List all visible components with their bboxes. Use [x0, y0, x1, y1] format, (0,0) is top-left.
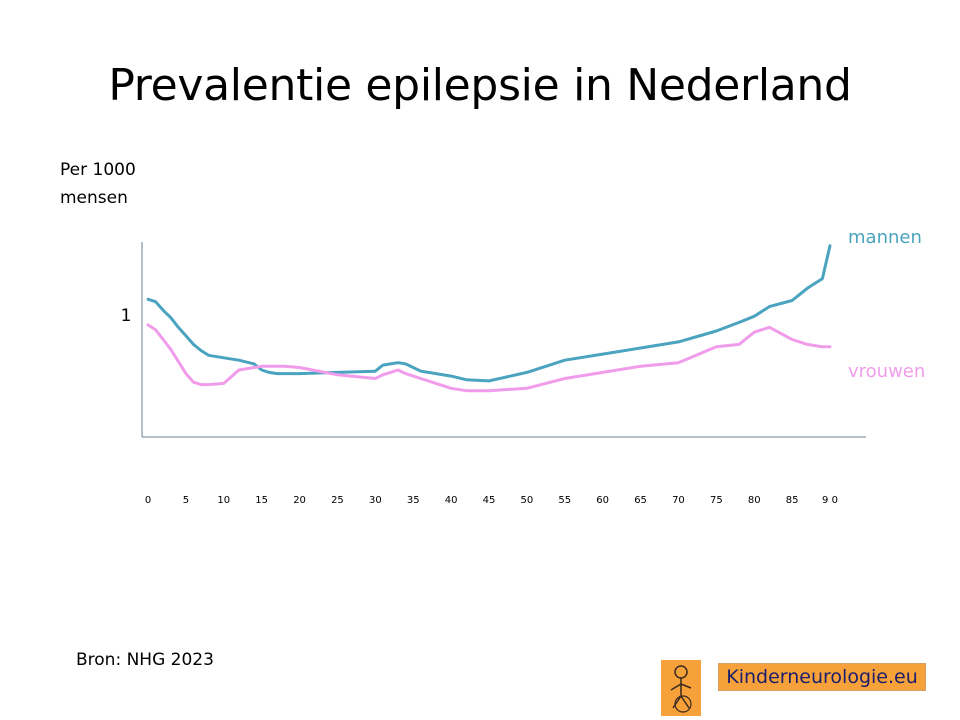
- x-tick-label: 5: [183, 495, 189, 506]
- x-tick-label: 55: [558, 495, 571, 506]
- x-tick-label: 80: [748, 495, 761, 506]
- y-axis-label: Per 1000 mensen: [60, 156, 136, 212]
- slide-title: Prevalentie epilepsie in Nederland: [108, 60, 852, 111]
- y-axis-label-line1: Per 1000: [60, 160, 136, 180]
- x-tick-label: 45: [483, 495, 496, 506]
- x-tick-label: 20: [293, 495, 306, 506]
- y-tick-label: 1: [121, 306, 132, 326]
- series-line-vrouwen: [146, 323, 832, 393]
- x-tick-label: 10: [217, 495, 230, 506]
- x-tick-label: 85: [786, 495, 799, 506]
- source-note: Bron: NHG 2023: [76, 650, 214, 670]
- x-tick-label: 60: [596, 495, 609, 506]
- x-tick-label: 9 0: [822, 495, 838, 506]
- x-tick-label: 70: [672, 495, 685, 506]
- x-tick-label: 15: [255, 495, 268, 506]
- x-tick-label: 0: [145, 495, 151, 506]
- series-label-mannen: mannen: [848, 227, 922, 248]
- x-tick-label: 30: [369, 495, 382, 506]
- child-figure-icon: [661, 660, 701, 716]
- logo-text: Kinderneurologie.eu: [718, 663, 926, 691]
- series-line-mannen: [146, 244, 832, 383]
- x-tick-label: 75: [710, 495, 723, 506]
- y-axis-label-line2: mensen: [60, 188, 128, 208]
- x-tick-label: 50: [521, 495, 534, 506]
- x-tick-label: 25: [331, 495, 344, 506]
- x-tick-label: 65: [634, 495, 647, 506]
- x-tick-label: 35: [407, 495, 420, 506]
- series-label-vrouwen: vrouwen: [848, 361, 925, 382]
- x-tick-label: 40: [445, 495, 458, 506]
